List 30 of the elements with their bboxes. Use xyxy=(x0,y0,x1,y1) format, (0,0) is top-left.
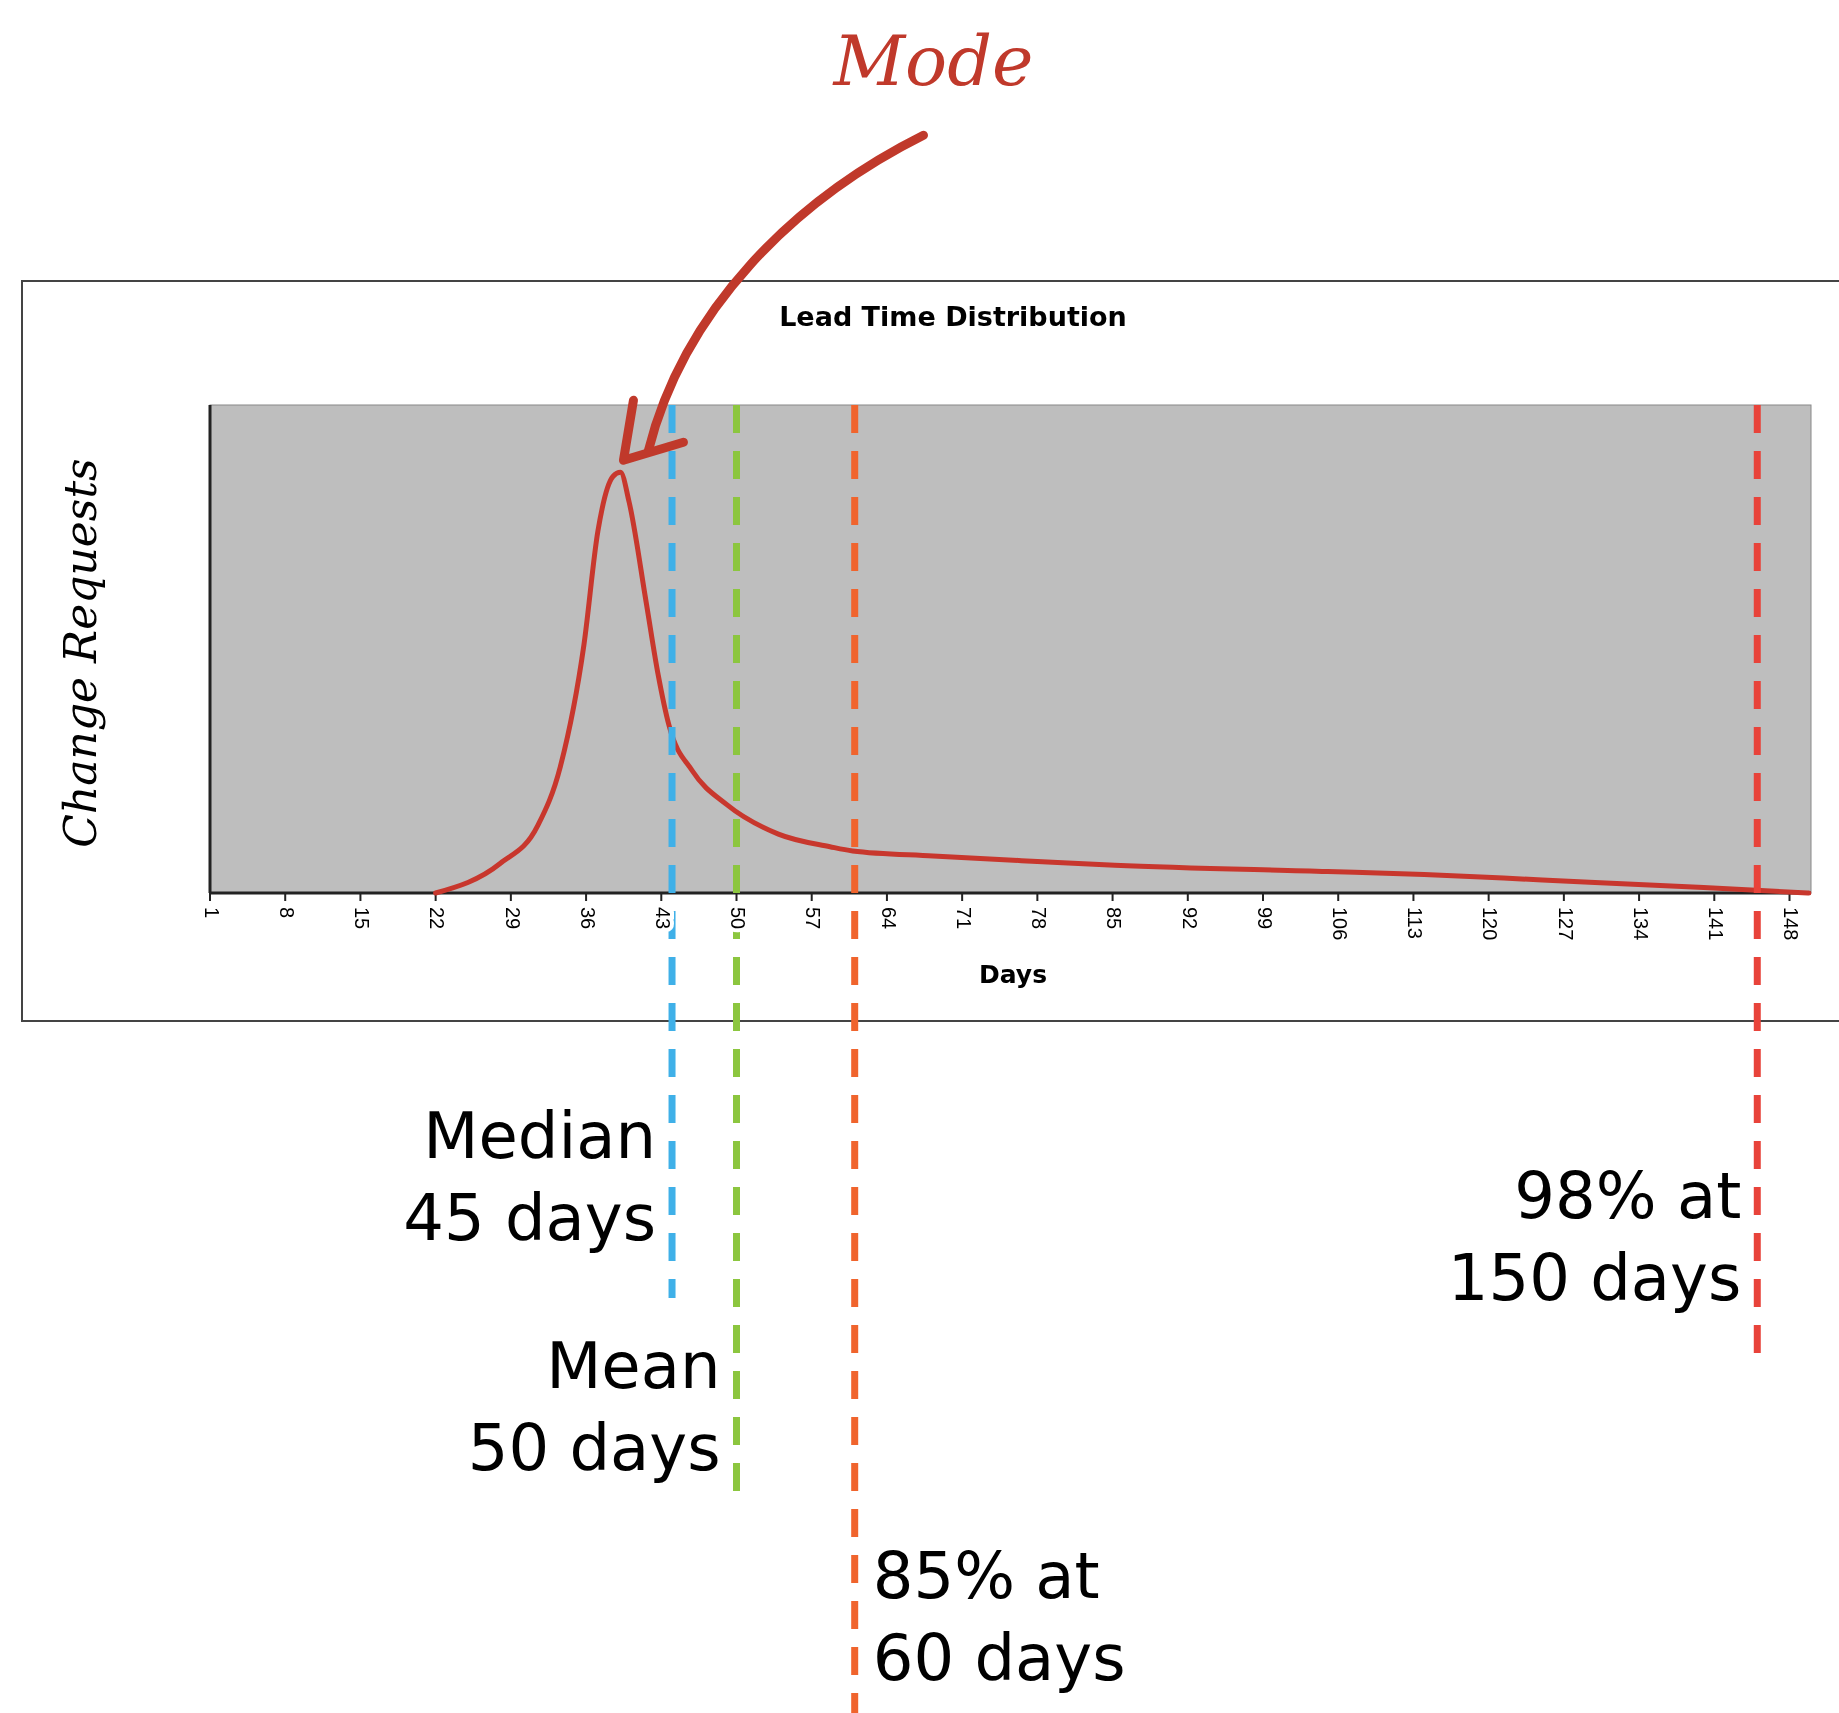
ref-line-label: Median 45 days xyxy=(403,1099,657,1255)
y-axis-title: Change Requests xyxy=(55,458,106,848)
x-tick-label: 92 xyxy=(1178,907,1201,930)
x-tick-label: 85 xyxy=(1103,907,1126,930)
x-tick-label: 71 xyxy=(952,907,975,930)
ref-line-label: 85% at 60 days xyxy=(872,1539,1126,1695)
x-tick-label: 106 xyxy=(1328,907,1351,941)
x-tick-label: 127 xyxy=(1554,907,1577,941)
x-tick-label: 141 xyxy=(1705,907,1728,941)
x-tick-label: 134 xyxy=(1629,907,1652,941)
x-tick-label: 8 xyxy=(275,907,298,919)
x-tick-label: 22 xyxy=(426,907,449,930)
x-axis-title: Days xyxy=(978,960,1048,989)
x-tick-label: 15 xyxy=(351,907,374,930)
x-tick-label: 50 xyxy=(727,907,750,930)
x-tick-label: 120 xyxy=(1479,907,1502,941)
x-tick-label: 1 xyxy=(200,907,223,919)
x-tick-label: 36 xyxy=(576,907,599,930)
x-tick-label: 64 xyxy=(877,907,900,930)
x-tick-label: 148 xyxy=(1780,907,1803,941)
x-tick-label: 57 xyxy=(802,907,825,930)
text: Mode xyxy=(831,20,1034,103)
x-tick-label: 43 xyxy=(652,907,675,930)
x-tick-label: 29 xyxy=(501,907,524,930)
ref-line-label: 98% at 150 days xyxy=(1447,1159,1742,1315)
x-tick-label: 99 xyxy=(1253,907,1276,930)
ref-line-label: Mean 50 days xyxy=(467,1329,721,1485)
chart-title: Lead Time Distribution xyxy=(779,301,1127,332)
x-tick-label: 113 xyxy=(1404,907,1427,939)
x-tick-label: 78 xyxy=(1028,907,1051,930)
